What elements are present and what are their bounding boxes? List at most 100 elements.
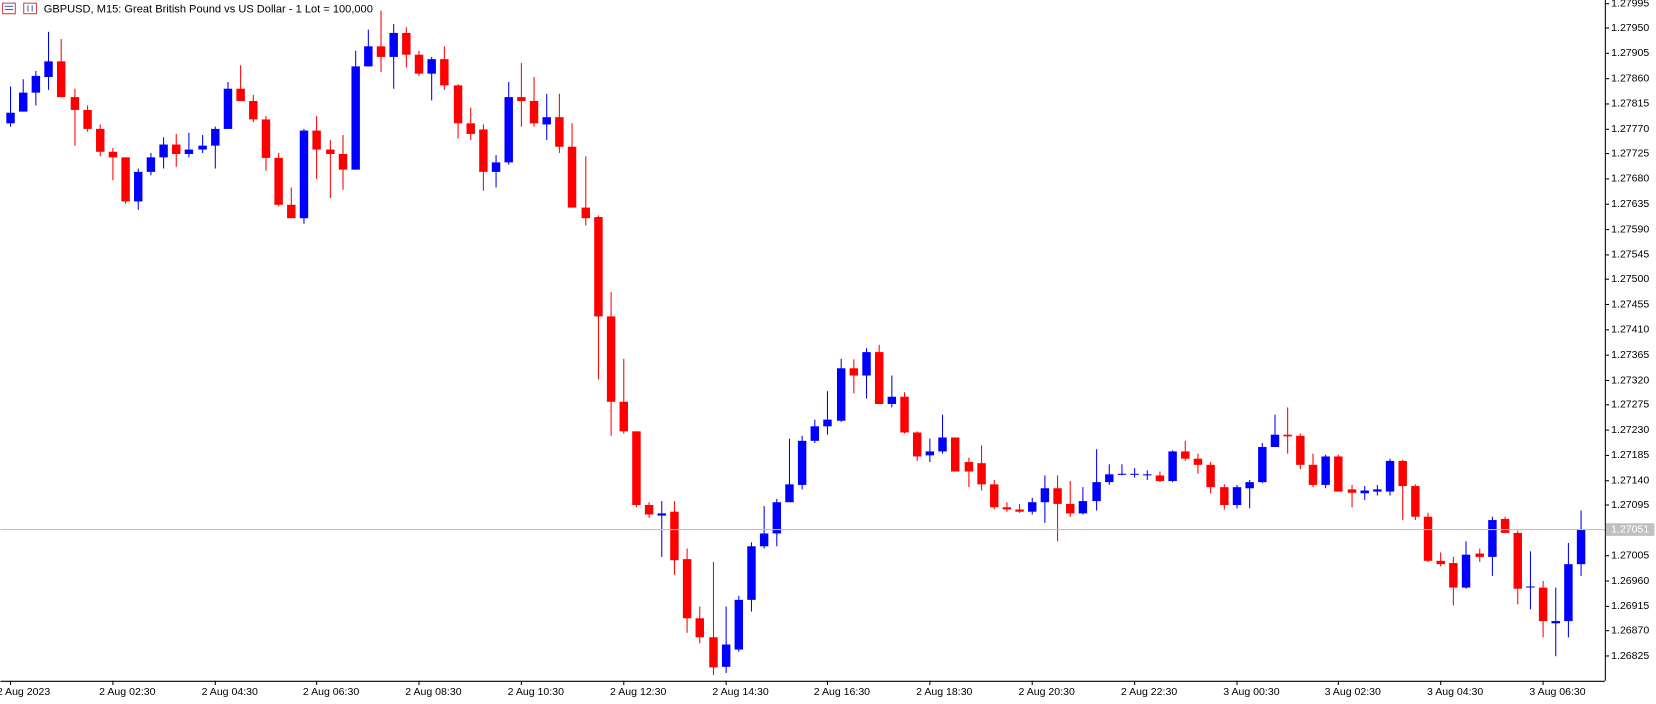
candle-body (1398, 460, 1407, 487)
x-tick-label: 3 Aug 00:30 (1223, 686, 1279, 698)
candle-body (1053, 488, 1062, 504)
current-price-label: 1.27051 (1611, 523, 1649, 535)
candle-body (632, 431, 641, 506)
candle-body (1193, 458, 1203, 465)
candle-body (1538, 587, 1548, 622)
candle-body (326, 149, 335, 155)
y-tick-label: 1.27590 (1611, 223, 1649, 235)
candle-body (1155, 475, 1165, 482)
candle-body (1373, 489, 1382, 492)
y-tick-label: 1.27320 (1611, 374, 1649, 386)
candle-body (1385, 460, 1395, 492)
candle-body (1270, 434, 1280, 447)
candle-body (759, 533, 769, 547)
candle-body (670, 511, 679, 561)
candle-body (274, 157, 283, 205)
y-tick-label: 1.26825 (1611, 650, 1649, 662)
candle-body (1130, 473, 1139, 475)
chart-title: GBPUSD, M15: Great British Pound vs US D… (44, 3, 373, 15)
candle-body (964, 462, 974, 472)
candle-body (146, 157, 156, 172)
candle-body (1105, 474, 1114, 483)
candle-body (785, 484, 794, 503)
y-tick-label: 1.27950 (1611, 22, 1649, 34)
candle-body (529, 101, 539, 124)
candle-body (1449, 563, 1458, 588)
y-tick-label: 1.27140 (1611, 475, 1649, 487)
candle-body (184, 149, 194, 155)
candle-body (159, 144, 168, 158)
candle-body (1040, 488, 1050, 503)
candle-body (874, 352, 884, 405)
candle-body (990, 484, 999, 508)
y-tick-label: 1.26870 (1611, 624, 1649, 636)
candle-body (491, 162, 501, 172)
candle-body (555, 117, 564, 147)
y-tick-label: 1.27455 (1611, 298, 1649, 310)
candle-body (31, 75, 41, 93)
candle-body (1296, 435, 1305, 465)
candle-body (56, 61, 66, 98)
candle-body (619, 401, 628, 432)
candle-body (223, 88, 233, 129)
y-tick-label: 1.27815 (1611, 98, 1649, 110)
y-tick-label: 1.27230 (1611, 424, 1649, 436)
candle-body (1347, 489, 1357, 493)
x-tick-label: 2 Aug 16:30 (814, 686, 870, 698)
candle-body (900, 396, 909, 433)
x-tick-label: 2 Aug 18:30 (916, 686, 972, 698)
candle-body (1321, 456, 1330, 485)
y-tick-label: 1.27725 (1611, 147, 1649, 159)
candle-body (581, 207, 590, 219)
y-tick-label: 1.26915 (1611, 600, 1649, 612)
candle-body (1488, 520, 1497, 557)
candle-body (1500, 518, 1510, 533)
candle-body (402, 32, 411, 55)
x-tick-label: 2 Aug 04:30 (202, 686, 258, 698)
candle-body (1308, 464, 1318, 485)
candle-body (1475, 553, 1484, 557)
y-tick-label: 1.27500 (1611, 273, 1649, 285)
y-tick-label: 1.27365 (1611, 349, 1649, 361)
candle-body (644, 505, 654, 515)
candle-body (709, 637, 718, 668)
candle-body (83, 109, 92, 129)
y-tick-label: 1.27635 (1611, 198, 1649, 210)
y-tick-label: 1.27905 (1611, 47, 1649, 59)
candle-body (721, 644, 731, 667)
x-tick-label: 2 Aug 08:30 (405, 686, 461, 698)
x-tick-label: 2 Aug 12:30 (610, 686, 666, 698)
candle-body (134, 171, 143, 202)
candle-body (1232, 487, 1242, 506)
candle-body (887, 396, 897, 405)
y-tick-label: 1.27770 (1611, 123, 1649, 135)
candle-body (453, 85, 463, 124)
candle-body (1002, 507, 1012, 510)
x-tick-label: 2 Aug 14:30 (712, 686, 768, 698)
candle-body (312, 130, 321, 150)
candle-body (1423, 516, 1433, 561)
candle-body (1283, 434, 1292, 437)
candle-body (96, 128, 105, 152)
candle-body (1245, 482, 1254, 489)
candle-body (121, 157, 130, 202)
candle-body (594, 217, 603, 317)
candle-body (261, 119, 271, 158)
candle-body (542, 117, 551, 125)
candle-body (108, 151, 118, 158)
candle-body (504, 97, 513, 163)
x-tick-label: 2 Aug 02:30 (99, 686, 155, 698)
candle-body (1436, 560, 1445, 565)
y-tick-label: 1.26960 (1611, 575, 1649, 587)
candle-body (1143, 474, 1152, 476)
candle-body (772, 502, 782, 534)
candle-body (211, 128, 220, 146)
candle-body (172, 144, 181, 155)
candle-body (1258, 446, 1267, 483)
candle-body (249, 101, 258, 120)
candle-body (1168, 451, 1177, 482)
x-tick-label: 3 Aug 06:30 (1529, 686, 1585, 698)
candle-body (950, 437, 960, 472)
candle-body (925, 451, 935, 456)
